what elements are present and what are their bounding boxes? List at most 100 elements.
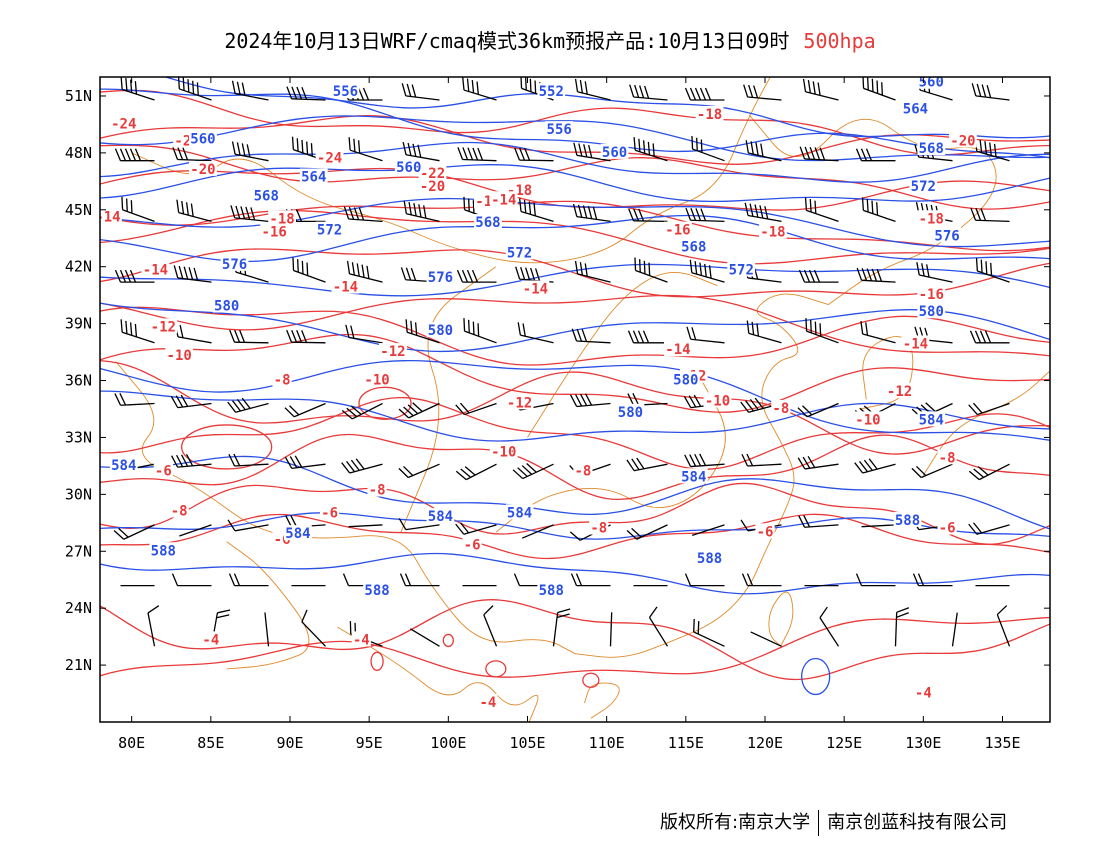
label-background: [268, 210, 296, 226]
height-contour-label: 588: [895, 513, 920, 529]
height-contour-label: 552: [539, 84, 564, 100]
wind-barb: [916, 262, 953, 283]
height-contour-label: 584: [681, 469, 706, 485]
height-contour-label: 584: [919, 412, 944, 428]
boundary-line: [574, 293, 829, 658]
wind-barb: [348, 137, 383, 162]
label-background: [885, 382, 914, 398]
temperature-contour-label: -4: [202, 632, 219, 648]
label-background: [505, 394, 534, 410]
height-contour-label: 572: [507, 245, 532, 261]
wind-barb: [230, 205, 269, 223]
label-background: [600, 143, 629, 159]
title-main: 2024年10月13日WRF/cmaq模式36km预报产品:10月13日09时: [224, 29, 790, 53]
wind-barb: [521, 524, 554, 539]
wind-barb: [968, 463, 1010, 481]
wind-barb: [861, 197, 896, 223]
temperature-contour-label: -12: [887, 384, 912, 400]
lat-tick-label: 21N: [65, 656, 92, 674]
wind-barb: [741, 453, 782, 467]
wind-barb: [798, 269, 839, 283]
height-contour-line: [100, 552, 1050, 595]
wind-barb: [345, 324, 383, 344]
label-background: [949, 132, 977, 148]
height-contour-label: 564: [903, 101, 928, 117]
temperature-contour-line: [100, 513, 1050, 560]
wind-barb: [626, 457, 668, 472]
label-background: [671, 371, 700, 387]
wind-barb: [346, 260, 383, 283]
temperature-contour-label: -20: [420, 179, 445, 195]
lat-tick-label: 33N: [65, 428, 92, 446]
temperature-contour-label: -4: [479, 695, 496, 711]
temperature-contour-label: -4: [353, 632, 370, 648]
temperature-contour-label: -14: [903, 336, 928, 352]
lon-tick-label: 80E: [118, 734, 145, 752]
label-background: [189, 160, 217, 176]
height-contour-label: 572: [911, 179, 936, 195]
temperature-contour-label: -16: [665, 223, 690, 239]
wind-barb: [860, 321, 896, 344]
copyright-footer: 版权所有:南京大学 南京创蓝科技有限公司: [660, 808, 1007, 836]
wind-barb: [227, 397, 269, 413]
wind-barb: [691, 524, 725, 537]
wind-barb: [691, 136, 725, 162]
label-background: [521, 280, 550, 296]
temperature-contour-label: -10: [167, 348, 192, 364]
height-contour-label: 576: [428, 270, 453, 286]
height-contour-label: 560: [190, 132, 215, 148]
wind-barb: [457, 147, 497, 162]
wind-barb: [455, 522, 497, 535]
temperature-contours: [100, 89, 1050, 688]
temperature-contour-label: -24: [111, 116, 136, 132]
wind-barb: [648, 606, 669, 647]
wind-barb: [968, 402, 1010, 416]
wind-barb: [173, 265, 212, 283]
label-background: [695, 105, 724, 121]
label-background: [367, 481, 387, 497]
label-background: [220, 255, 249, 271]
label-background: [679, 238, 708, 254]
boundary-line: [768, 591, 794, 647]
label-background: [703, 392, 732, 408]
lon-tick-label: 115E: [668, 734, 704, 752]
lat-tick-label: 27N: [65, 542, 92, 560]
label-background: [573, 462, 593, 478]
wind-barb: [403, 200, 440, 223]
height-contour-label: 560: [919, 75, 944, 91]
wind-barb: [171, 454, 212, 468]
wind-barb: [120, 77, 155, 101]
boundary-line: [922, 370, 1050, 476]
label-background: [679, 468, 708, 484]
temperature-contour-label: -14: [523, 281, 548, 297]
temperature-contour-label: -14: [491, 192, 516, 208]
wind-barb: [634, 257, 668, 283]
temperature-contour-label: -18: [919, 211, 944, 227]
boundary-line: [226, 541, 310, 670]
height-contour-label: 588: [151, 543, 176, 559]
wind-barb: [231, 141, 269, 162]
map-title: 2024年10月13日WRF/cmaq模式36km预报产品:10月13日09时 5…: [0, 25, 1100, 54]
label-background: [727, 261, 756, 277]
lon-tick-label: 130E: [905, 734, 941, 752]
height-contour-label: 580: [673, 373, 698, 389]
wind-barb: [693, 618, 725, 647]
label-background: [363, 582, 391, 598]
temperature-contour-label: -10: [705, 393, 730, 409]
wind-barb: [401, 83, 440, 101]
temperature-contour-label: -14: [143, 263, 168, 279]
lon-tick-label: 125E: [826, 734, 862, 752]
boundary-line: [400, 266, 497, 533]
temperature-contour-label: -24: [317, 151, 342, 167]
wind-barb: [517, 322, 554, 344]
wind-barb: [171, 573, 212, 587]
temperature-contour-line: [485, 660, 507, 678]
temperature-contour-line: [370, 651, 384, 671]
wind-barb: [120, 319, 155, 344]
height-contour-label: 584: [507, 505, 532, 521]
wind-barb: [227, 519, 269, 532]
temperature-contour-label: -6: [757, 524, 774, 540]
wind-barb: [804, 197, 839, 223]
label-background: [100, 208, 122, 224]
label-background: [426, 508, 455, 524]
